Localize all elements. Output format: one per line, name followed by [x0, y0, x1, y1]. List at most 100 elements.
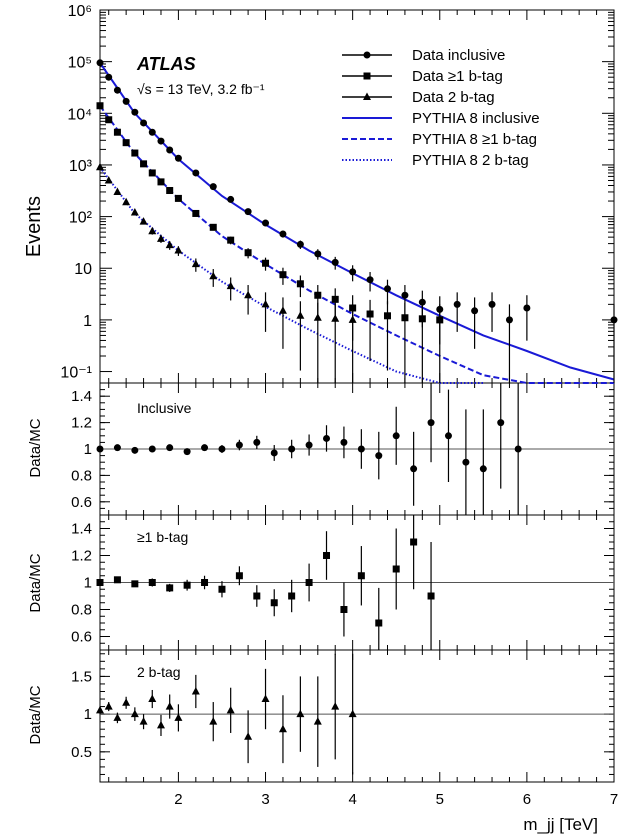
ratio-point [313, 717, 322, 725]
data-point [113, 187, 122, 195]
ratio-point [288, 445, 296, 453]
data-point [165, 240, 174, 249]
data-point [122, 139, 130, 147]
data-point [296, 240, 304, 248]
y-tick-label: 10² [69, 210, 93, 227]
mc-line [99, 166, 484, 384]
data-point [366, 276, 374, 284]
legend-label: Data 2 b-tag [412, 89, 495, 106]
y-tick-label: 1 [84, 706, 92, 723]
y-tick-label: 10 [74, 261, 92, 278]
ratio-point [201, 444, 209, 452]
data-point [139, 217, 148, 225]
data-point [174, 246, 183, 254]
data-point [366, 310, 374, 318]
data-point [131, 149, 139, 157]
ratio-point [340, 606, 348, 613]
data-point [96, 59, 104, 67]
data-point [131, 108, 139, 116]
ratio-point [392, 432, 400, 440]
data-point [262, 219, 270, 227]
ratio-point [444, 432, 452, 440]
ratio-point [104, 702, 113, 710]
ratio-point [113, 576, 121, 584]
ratio-point [392, 565, 400, 573]
ratio-point [165, 702, 174, 710]
data-point [209, 183, 217, 191]
x-tick-label: 2 [174, 791, 182, 808]
ratio-point [183, 448, 191, 456]
data-point [296, 280, 304, 288]
data-point [96, 162, 104, 171]
y-tick-label: 1.4 [71, 521, 92, 538]
y-axis-label-ratio-inclusive: Data/MC [27, 418, 44, 477]
ratio-point [270, 599, 278, 607]
ratio-point [253, 592, 261, 600]
ratio-point [139, 717, 148, 725]
x-axis-label: m_jj [TeV] [523, 815, 598, 834]
data-point [140, 119, 148, 127]
x-tick-label: 7 [610, 791, 618, 808]
data-point [209, 271, 218, 280]
data-point [244, 208, 252, 216]
data-point [157, 178, 165, 186]
data-point [209, 223, 217, 231]
y-tick-label: 1.5 [71, 668, 92, 685]
ratio-point [348, 709, 357, 718]
ratio-point [340, 438, 348, 446]
data-point [610, 316, 618, 324]
ratio-point [166, 584, 174, 592]
data-point [226, 281, 235, 290]
ratio-point [261, 694, 270, 703]
data-point [279, 271, 287, 279]
ratio-point [130, 709, 139, 718]
data-point [383, 285, 391, 293]
ratio-point [357, 572, 365, 580]
ratio-point [131, 580, 139, 588]
data-point [130, 208, 139, 216]
data-point [148, 226, 157, 235]
ratio-point [156, 720, 165, 729]
ratio-point [131, 446, 139, 454]
y-tick-label: 0.5 [71, 744, 92, 761]
data-point [244, 290, 253, 299]
y-tick-label: 10⁴ [67, 106, 92, 123]
y-axis-label-ratio-2btag: Data/MC [27, 685, 44, 744]
ratio-point [96, 705, 104, 714]
y-tick-label: 10⁵ [68, 55, 92, 72]
data-point [401, 291, 409, 299]
ratio-point [113, 444, 121, 452]
y-tick-label: 1.2 [71, 548, 92, 565]
x-tick-label: 6 [523, 791, 531, 808]
data-point [156, 234, 165, 242]
y-tick-label: 0.6 [71, 494, 92, 511]
y-tick-label: 1 [83, 313, 92, 330]
data-point [278, 306, 287, 314]
data-point [140, 160, 148, 168]
data-point [113, 128, 121, 136]
data-point [436, 316, 444, 324]
data-point [104, 175, 113, 184]
ratio-point [235, 441, 243, 449]
data-point [314, 250, 322, 258]
ratio-point [174, 713, 183, 721]
data-point [505, 316, 513, 324]
ratio-point [113, 713, 122, 721]
y-tick-label: 1 [84, 575, 92, 592]
panel-label-1btag: ≥1 b-tag [137, 529, 188, 545]
data-point [261, 299, 270, 308]
ratio-point [375, 452, 383, 460]
ratio-point [462, 458, 470, 466]
ratio-point [305, 441, 313, 449]
chart-title: ATLAS [136, 54, 196, 74]
ratio-point [218, 585, 226, 593]
ratio-point [166, 444, 174, 452]
ratio-point [148, 694, 157, 703]
ratio-point [96, 445, 104, 453]
ratio-point [514, 445, 522, 453]
data-point [471, 307, 479, 315]
data-point [105, 116, 113, 124]
legend-label: Data ≥1 b-tag [412, 68, 503, 85]
y-tick-label: 0.8 [71, 467, 92, 484]
data-point [383, 312, 391, 320]
